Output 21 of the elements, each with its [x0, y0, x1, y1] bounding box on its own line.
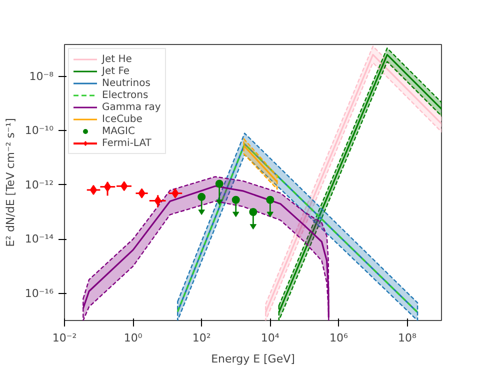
- legend-label: Jet Fe: [102, 65, 130, 77]
- legend-label: Neutrinos: [102, 77, 150, 89]
- legend-label: Electrons: [102, 89, 148, 101]
- y-tick-label: 10⁻⁸: [29, 70, 54, 83]
- y-tick-label: 10⁻¹⁴: [24, 232, 54, 246]
- legend-label: Jet He: [102, 53, 132, 65]
- x-tick-label: 10⁻²: [52, 332, 77, 344]
- legend-label: MAGIC: [102, 125, 135, 137]
- x-tick-label: 10²: [192, 332, 211, 344]
- x-tick-label: 10⁰: [124, 332, 143, 344]
- legend-label: Gamma ray: [102, 101, 161, 113]
- x-tick-label: 10⁸: [398, 332, 418, 344]
- x-axis-title: Energy E [GeV]: [211, 352, 295, 366]
- legend-label: Fermi-LAT: [102, 137, 152, 149]
- y-tick-label: 10⁻¹²: [24, 178, 54, 192]
- legend-label: IceCube: [102, 113, 142, 125]
- x-tick-label: 10⁶: [329, 332, 348, 344]
- y-tick-label: 10⁻¹⁰: [24, 124, 54, 138]
- y-axis-title: E² dN/dE [TeV cm⁻² s⁻¹]: [4, 118, 17, 247]
- x-tick-label: 10⁴: [260, 332, 280, 344]
- y-tick-label: 10⁻¹⁶: [24, 286, 54, 300]
